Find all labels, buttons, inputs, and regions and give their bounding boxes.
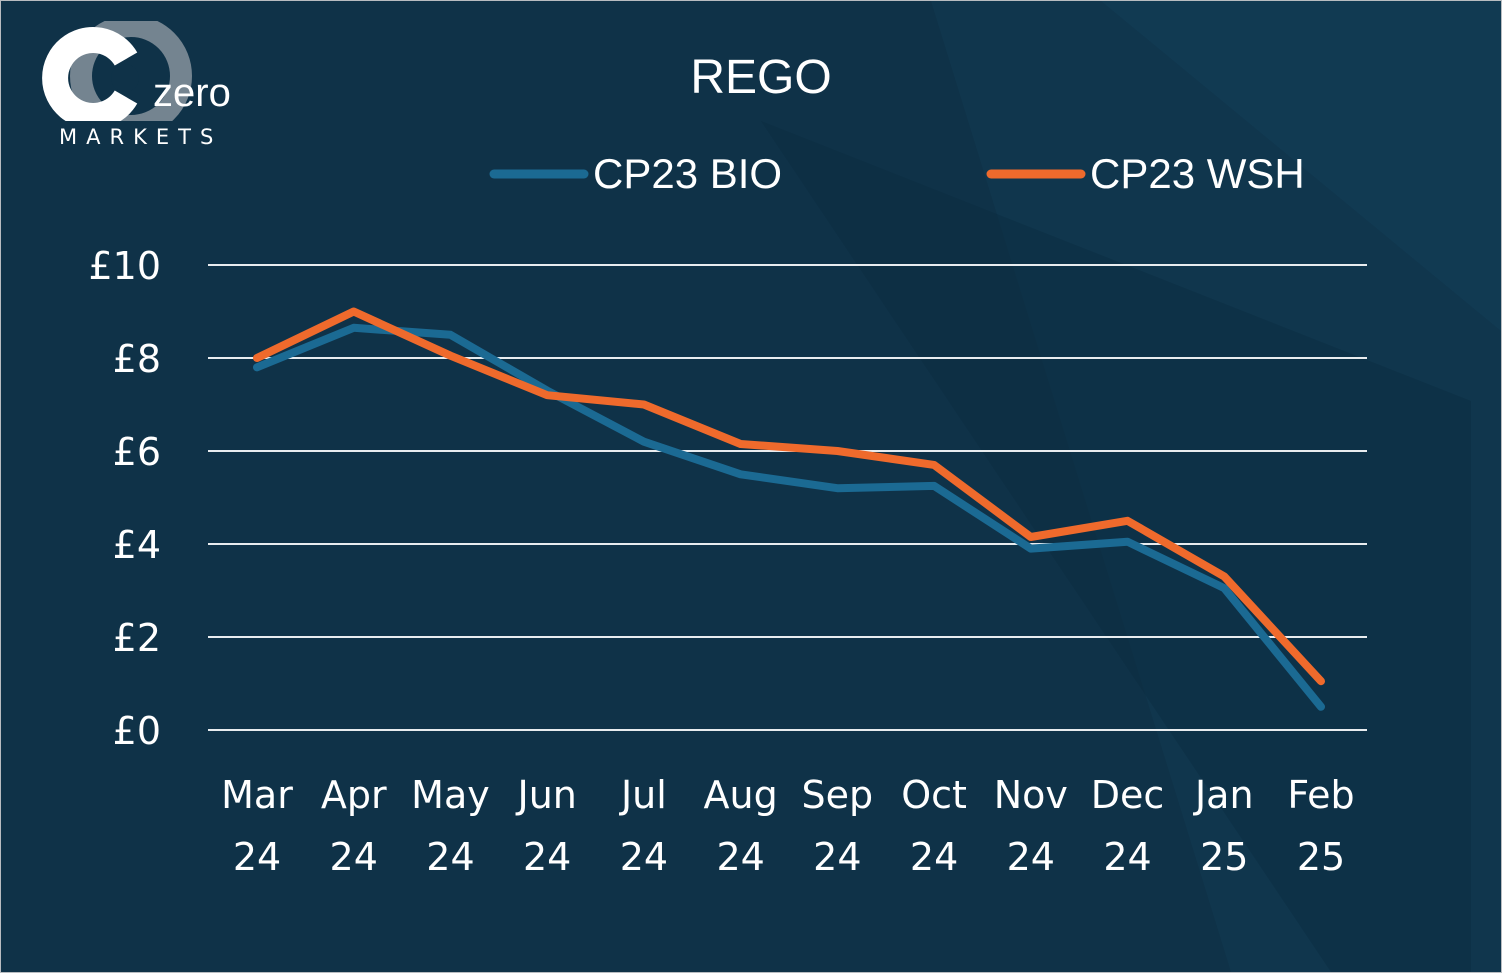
series-lines xyxy=(253,307,1325,711)
x-tick-label: Aug 24 xyxy=(704,773,778,879)
y-axis-ticks: £0 £2 £4 £6 £8 £10 xyxy=(88,244,161,753)
x-tick-label: Jun 24 xyxy=(515,773,576,879)
logo-mark-icon xyxy=(42,21,192,121)
x-tick-label: Feb 25 xyxy=(1287,773,1354,879)
y-tick-label: £6 xyxy=(113,430,161,474)
logo-subtitle: MARKETS xyxy=(59,125,223,149)
x-tick-label: Sep 24 xyxy=(802,773,874,879)
x-tick-label: Mar 24 xyxy=(221,773,293,879)
x-tick-label: Apr 24 xyxy=(321,773,387,879)
gridlines xyxy=(208,264,1367,731)
y-tick-label: £0 xyxy=(113,709,161,753)
x-tick-label: Dec 24 xyxy=(1091,773,1165,879)
series-line-cp23-wsh xyxy=(253,307,1325,686)
y-tick-label: £2 xyxy=(113,616,161,660)
x-tick-label: Jul 24 xyxy=(619,773,668,879)
legend: CP23 BIO CP23 WSH xyxy=(489,150,1305,197)
company-logo: zero MARKETS xyxy=(39,21,279,161)
x-tick-label: Oct 24 xyxy=(901,773,967,879)
y-tick-label: £8 xyxy=(113,337,161,381)
y-tick-label: £4 xyxy=(113,523,161,567)
chart-title: REGO xyxy=(690,51,831,104)
x-axis-ticks: Mar 24 Apr 24 May 24 Jun 24 Jul 24 Aug 24 Sep 24 Oct 24… xyxy=(221,773,1354,879)
x-tick-label: Nov 24 xyxy=(994,773,1068,879)
x-tick-label: Jan 25 xyxy=(1193,773,1254,879)
legend-label-wsh: CP23 WSH xyxy=(1090,150,1305,197)
logo-wordmark: zero xyxy=(153,71,231,115)
legend-label-bio: CP23 BIO xyxy=(593,150,782,197)
series-line-cp23-bio xyxy=(253,323,1325,711)
x-tick-label: May 24 xyxy=(411,773,490,879)
y-tick-label: £10 xyxy=(88,244,161,288)
